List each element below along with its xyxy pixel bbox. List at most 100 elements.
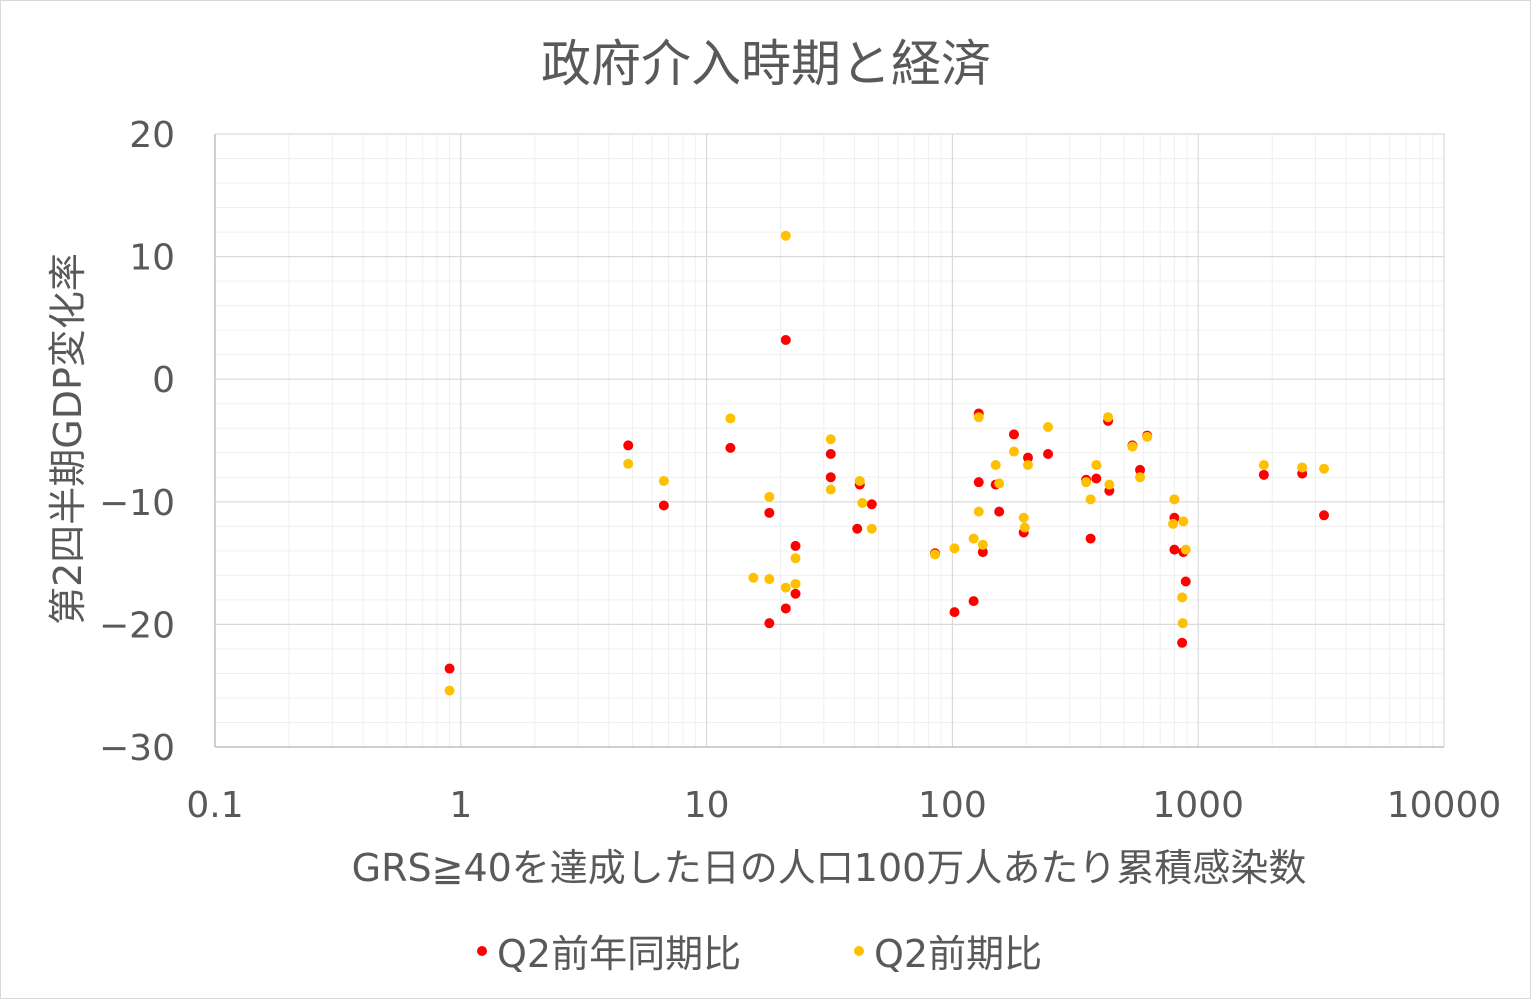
point-series-2 bbox=[949, 543, 960, 554]
point-series-1 bbox=[825, 448, 836, 459]
point-series-2 bbox=[990, 460, 1001, 471]
point-series-2 bbox=[658, 475, 669, 486]
point-series-2 bbox=[866, 523, 877, 534]
point-series-1 bbox=[866, 499, 877, 510]
point-series-1 bbox=[1258, 469, 1269, 480]
point-series-1 bbox=[968, 596, 979, 607]
point-series-1 bbox=[623, 440, 634, 451]
point-series-2 bbox=[1018, 512, 1029, 523]
point-series-2 bbox=[1091, 460, 1102, 471]
point-series-1 bbox=[780, 603, 791, 614]
point-series-2 bbox=[780, 230, 791, 241]
point-series-2 bbox=[1319, 463, 1330, 474]
point-series-1 bbox=[658, 500, 669, 511]
point-series-1 bbox=[825, 472, 836, 483]
point-series-1 bbox=[764, 618, 775, 629]
point-series-2 bbox=[790, 578, 801, 589]
point-series-2 bbox=[1180, 544, 1191, 555]
legend-label-series-1: Q2前年同期比 bbox=[497, 932, 741, 976]
point-series-1 bbox=[1177, 637, 1188, 648]
point-series-1 bbox=[1008, 429, 1019, 440]
point-series-2 bbox=[1127, 441, 1138, 452]
y-tick-labels: 20 10 0 −10 −20 −30 bbox=[99, 115, 175, 769]
point-series-2 bbox=[1168, 518, 1179, 529]
point-series-2 bbox=[973, 506, 984, 517]
point-series-2 bbox=[1043, 422, 1054, 433]
point-series-1 bbox=[1180, 576, 1191, 587]
point-series-2 bbox=[444, 685, 455, 696]
point-series-1 bbox=[852, 523, 863, 534]
point-series-2 bbox=[930, 549, 941, 560]
point-series-2 bbox=[1169, 494, 1180, 505]
point-series-2 bbox=[977, 539, 988, 550]
chart-title: 政府介入時期と経済 bbox=[541, 35, 991, 93]
point-series-2 bbox=[968, 533, 979, 544]
x-tick-label: 100 bbox=[918, 785, 987, 826]
point-series-2 bbox=[1104, 479, 1115, 490]
point-series-2 bbox=[1022, 460, 1033, 471]
point-series-2 bbox=[854, 475, 865, 486]
point-series-1 bbox=[790, 540, 801, 551]
point-series-2 bbox=[764, 574, 775, 585]
legend-label-series-2: Q2前期比 bbox=[874, 932, 1042, 976]
point-series-2 bbox=[1103, 412, 1114, 423]
point-series-1 bbox=[780, 334, 791, 345]
point-series-2 bbox=[1081, 477, 1092, 488]
point-series-2 bbox=[1178, 516, 1189, 527]
y-tick-label: 10 bbox=[129, 238, 175, 279]
minor-gridlines bbox=[215, 134, 1444, 747]
x-tick-labels: 0.1 1 10 100 1000 10000 bbox=[186, 785, 1501, 826]
point-series-1 bbox=[1091, 473, 1102, 484]
point-series-1 bbox=[1085, 533, 1096, 544]
point-series-1 bbox=[725, 442, 736, 453]
point-series-2 bbox=[1177, 618, 1188, 629]
point-series-2 bbox=[1085, 494, 1096, 505]
legend-marker-series-2 bbox=[854, 946, 864, 956]
point-series-2 bbox=[994, 478, 1005, 489]
x-tick-label: 10 bbox=[684, 785, 730, 826]
point-series-1 bbox=[1135, 464, 1146, 475]
point-series-2 bbox=[1008, 446, 1019, 457]
point-series-1 bbox=[1169, 544, 1180, 555]
y-tick-label: −10 bbox=[99, 483, 175, 524]
point-series-2 bbox=[825, 434, 836, 445]
point-series-2 bbox=[1135, 472, 1146, 483]
point-series-1 bbox=[973, 477, 984, 488]
x-tick-label: 10000 bbox=[1387, 785, 1502, 826]
point-series-2 bbox=[1177, 592, 1188, 603]
point-series-1 bbox=[949, 607, 960, 618]
x-tick-label: 0.1 bbox=[186, 785, 243, 826]
point-series-2 bbox=[857, 498, 868, 509]
point-series-1 bbox=[1319, 510, 1330, 521]
point-series-2 bbox=[973, 412, 984, 423]
point-series-2 bbox=[1142, 431, 1153, 442]
y-axis-label: 第2四半期GDP変化率 bbox=[46, 253, 90, 625]
point-series-2 bbox=[1019, 522, 1030, 533]
data-points bbox=[444, 230, 1330, 696]
point-series-2 bbox=[748, 572, 759, 583]
point-series-2 bbox=[780, 582, 791, 593]
point-series-2 bbox=[1258, 460, 1269, 471]
point-series-1 bbox=[444, 663, 455, 674]
x-tick-label: 1 bbox=[449, 785, 472, 826]
point-series-1 bbox=[1043, 448, 1054, 459]
y-tick-label: 0 bbox=[152, 360, 175, 401]
point-series-2 bbox=[623, 458, 634, 469]
point-series-1 bbox=[790, 588, 801, 599]
major-gridlines bbox=[214, 133, 1445, 748]
point-series-2 bbox=[1297, 462, 1308, 473]
point-series-1 bbox=[764, 507, 775, 518]
legend-marker-series-1 bbox=[477, 946, 487, 956]
point-series-1 bbox=[994, 506, 1005, 517]
point-series-2 bbox=[790, 553, 801, 564]
point-series-2 bbox=[825, 484, 836, 495]
point-series-1 bbox=[1022, 452, 1033, 463]
point-series-2 bbox=[764, 491, 775, 502]
point-series-2 bbox=[725, 413, 736, 424]
point-series-1 bbox=[977, 547, 988, 558]
y-tick-label: −20 bbox=[99, 605, 175, 646]
legend: Q2前年同期比 Q2前期比 bbox=[477, 932, 1042, 976]
y-tick-label: −30 bbox=[99, 728, 175, 769]
